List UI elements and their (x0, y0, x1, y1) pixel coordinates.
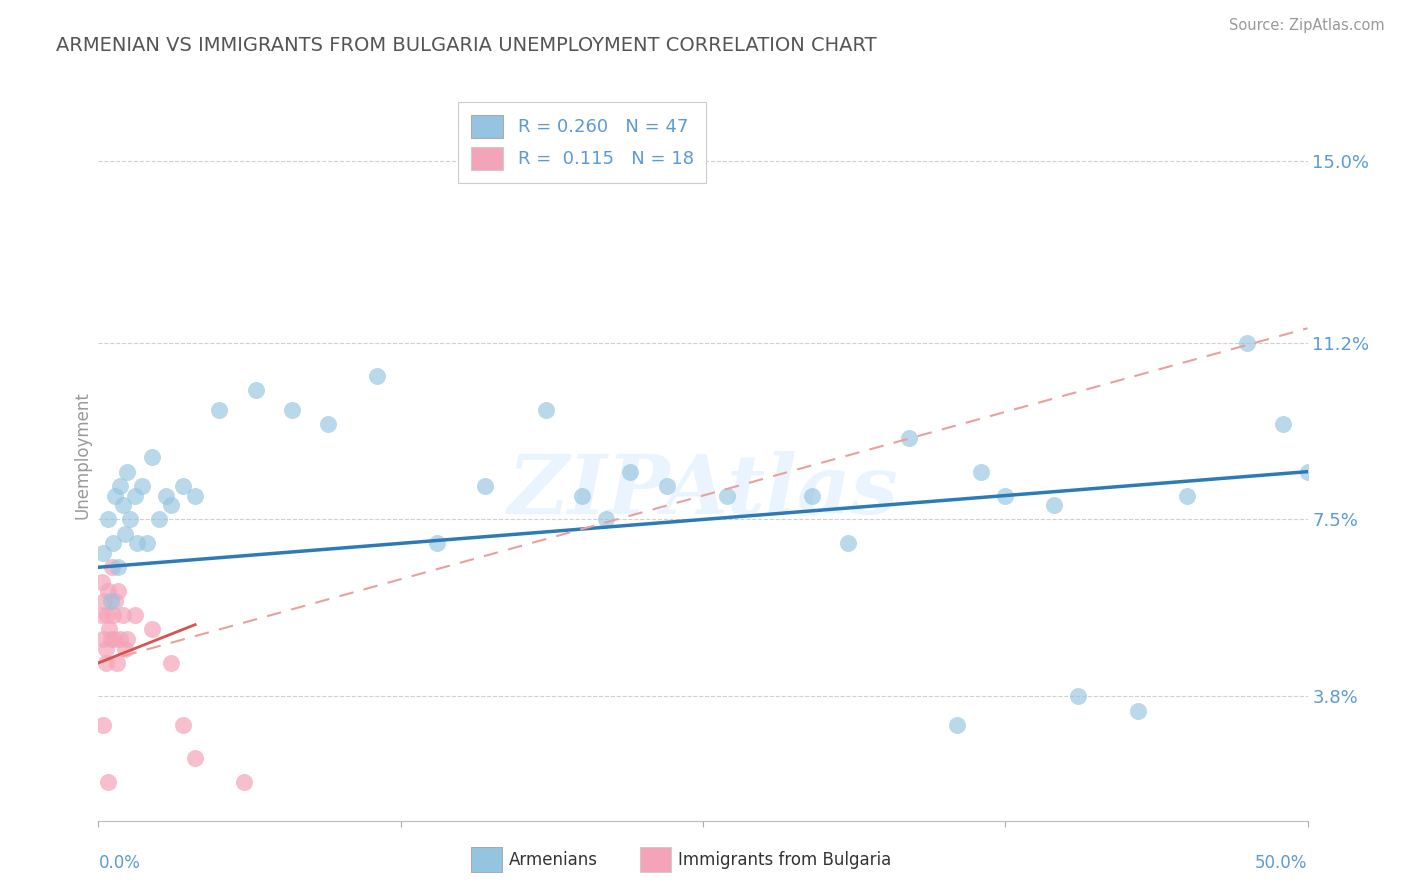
Point (1128, 704, 1150, 718)
Point (1067, 690, 1090, 704)
Text: 50.0%: 50.0% (1256, 855, 1308, 872)
Point (108, 479, 131, 493)
Point (127, 536, 149, 550)
Point (124, 608, 146, 623)
Point (619, 465, 641, 479)
Point (970, 465, 993, 479)
Point (114, 641, 136, 656)
Point (716, 489, 738, 503)
Text: Armenians: Armenians (509, 851, 598, 869)
Point (245, 384, 267, 398)
Point (281, 402, 304, 417)
Point (101, 608, 124, 623)
Point (837, 536, 859, 550)
Point (131, 479, 153, 493)
Point (208, 402, 231, 417)
Point (91, 718, 114, 732)
Point (172, 479, 194, 493)
Point (91, 546, 114, 560)
Point (100, 593, 122, 607)
Point (111, 498, 134, 512)
Point (94, 641, 117, 656)
Point (160, 498, 183, 512)
Point (124, 489, 146, 503)
Point (184, 489, 207, 503)
Text: ZIPAtlas: ZIPAtlas (508, 451, 898, 532)
Point (93, 593, 115, 607)
Legend: R = 0.260   N = 47, R =  0.115   N = 18: R = 0.260 N = 47, R = 0.115 N = 18 (458, 102, 706, 183)
Point (946, 718, 969, 732)
Point (1296, 465, 1319, 479)
Text: 0.0%: 0.0% (98, 855, 141, 872)
Text: Source: ZipAtlas.com: Source: ZipAtlas.com (1229, 18, 1385, 33)
Y-axis label: Unemployment: Unemployment (73, 391, 91, 519)
Point (104, 489, 127, 503)
Point (232, 775, 254, 789)
Point (105, 656, 128, 670)
Point (141, 450, 163, 465)
Point (897, 431, 920, 445)
Point (994, 489, 1017, 503)
Point (800, 489, 823, 503)
Point (1175, 489, 1198, 503)
Point (571, 489, 593, 503)
Point (534, 402, 557, 417)
Text: Immigrants from Bulgaria: Immigrants from Bulgaria (678, 851, 891, 869)
Point (117, 632, 139, 646)
Point (474, 479, 496, 493)
Point (184, 751, 207, 765)
Point (1042, 498, 1064, 512)
Point (1272, 417, 1295, 431)
Point (155, 489, 177, 503)
Point (101, 536, 124, 550)
Point (117, 465, 139, 479)
Point (111, 608, 134, 623)
Point (91, 632, 114, 646)
Point (595, 512, 617, 526)
Point (97, 775, 120, 789)
Point (96, 608, 118, 623)
Point (148, 512, 170, 526)
Point (114, 526, 136, 541)
Point (100, 632, 122, 646)
Point (98, 623, 121, 637)
Point (107, 584, 129, 599)
Point (90, 608, 112, 623)
Point (97, 584, 120, 599)
Point (135, 536, 157, 550)
Text: ARMENIAN VS IMMIGRANTS FROM BULGARIA UNEMPLOYMENT CORRELATION CHART: ARMENIAN VS IMMIGRANTS FROM BULGARIA UNE… (56, 36, 877, 54)
Point (94, 656, 117, 670)
Point (91, 574, 114, 589)
Point (160, 656, 183, 670)
Point (141, 623, 163, 637)
Point (104, 593, 127, 607)
Point (97, 512, 120, 526)
Point (103, 632, 125, 646)
Point (316, 417, 339, 431)
Point (426, 536, 449, 550)
Point (366, 369, 388, 384)
Point (1236, 335, 1258, 350)
Point (108, 632, 131, 646)
Point (655, 479, 678, 493)
Point (100, 560, 122, 574)
Point (172, 718, 194, 732)
Point (118, 512, 141, 526)
Point (107, 560, 129, 574)
